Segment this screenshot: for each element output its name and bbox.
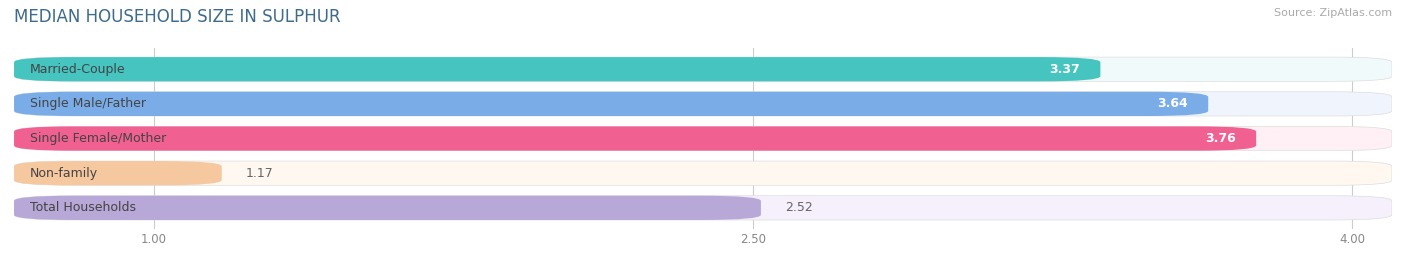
FancyBboxPatch shape xyxy=(14,161,222,185)
FancyBboxPatch shape xyxy=(14,196,1392,220)
FancyBboxPatch shape xyxy=(14,57,1392,81)
Text: Single Male/Father: Single Male/Father xyxy=(30,97,146,110)
FancyBboxPatch shape xyxy=(14,161,1392,185)
Text: 3.37: 3.37 xyxy=(1050,63,1080,76)
Text: 2.52: 2.52 xyxy=(785,201,813,214)
FancyBboxPatch shape xyxy=(14,57,1101,81)
FancyBboxPatch shape xyxy=(14,126,1256,151)
Text: 3.76: 3.76 xyxy=(1205,132,1236,145)
Text: Total Households: Total Households xyxy=(30,201,136,214)
Text: Non-family: Non-family xyxy=(30,167,98,180)
FancyBboxPatch shape xyxy=(14,126,1392,151)
Text: 1.17: 1.17 xyxy=(246,167,273,180)
FancyBboxPatch shape xyxy=(14,92,1392,116)
Text: Single Female/Mother: Single Female/Mother xyxy=(30,132,166,145)
Text: Source: ZipAtlas.com: Source: ZipAtlas.com xyxy=(1274,8,1392,18)
Text: MEDIAN HOUSEHOLD SIZE IN SULPHUR: MEDIAN HOUSEHOLD SIZE IN SULPHUR xyxy=(14,8,340,26)
FancyBboxPatch shape xyxy=(14,92,1208,116)
Text: Married-Couple: Married-Couple xyxy=(30,63,125,76)
FancyBboxPatch shape xyxy=(14,196,761,220)
Text: 3.64: 3.64 xyxy=(1157,97,1188,110)
